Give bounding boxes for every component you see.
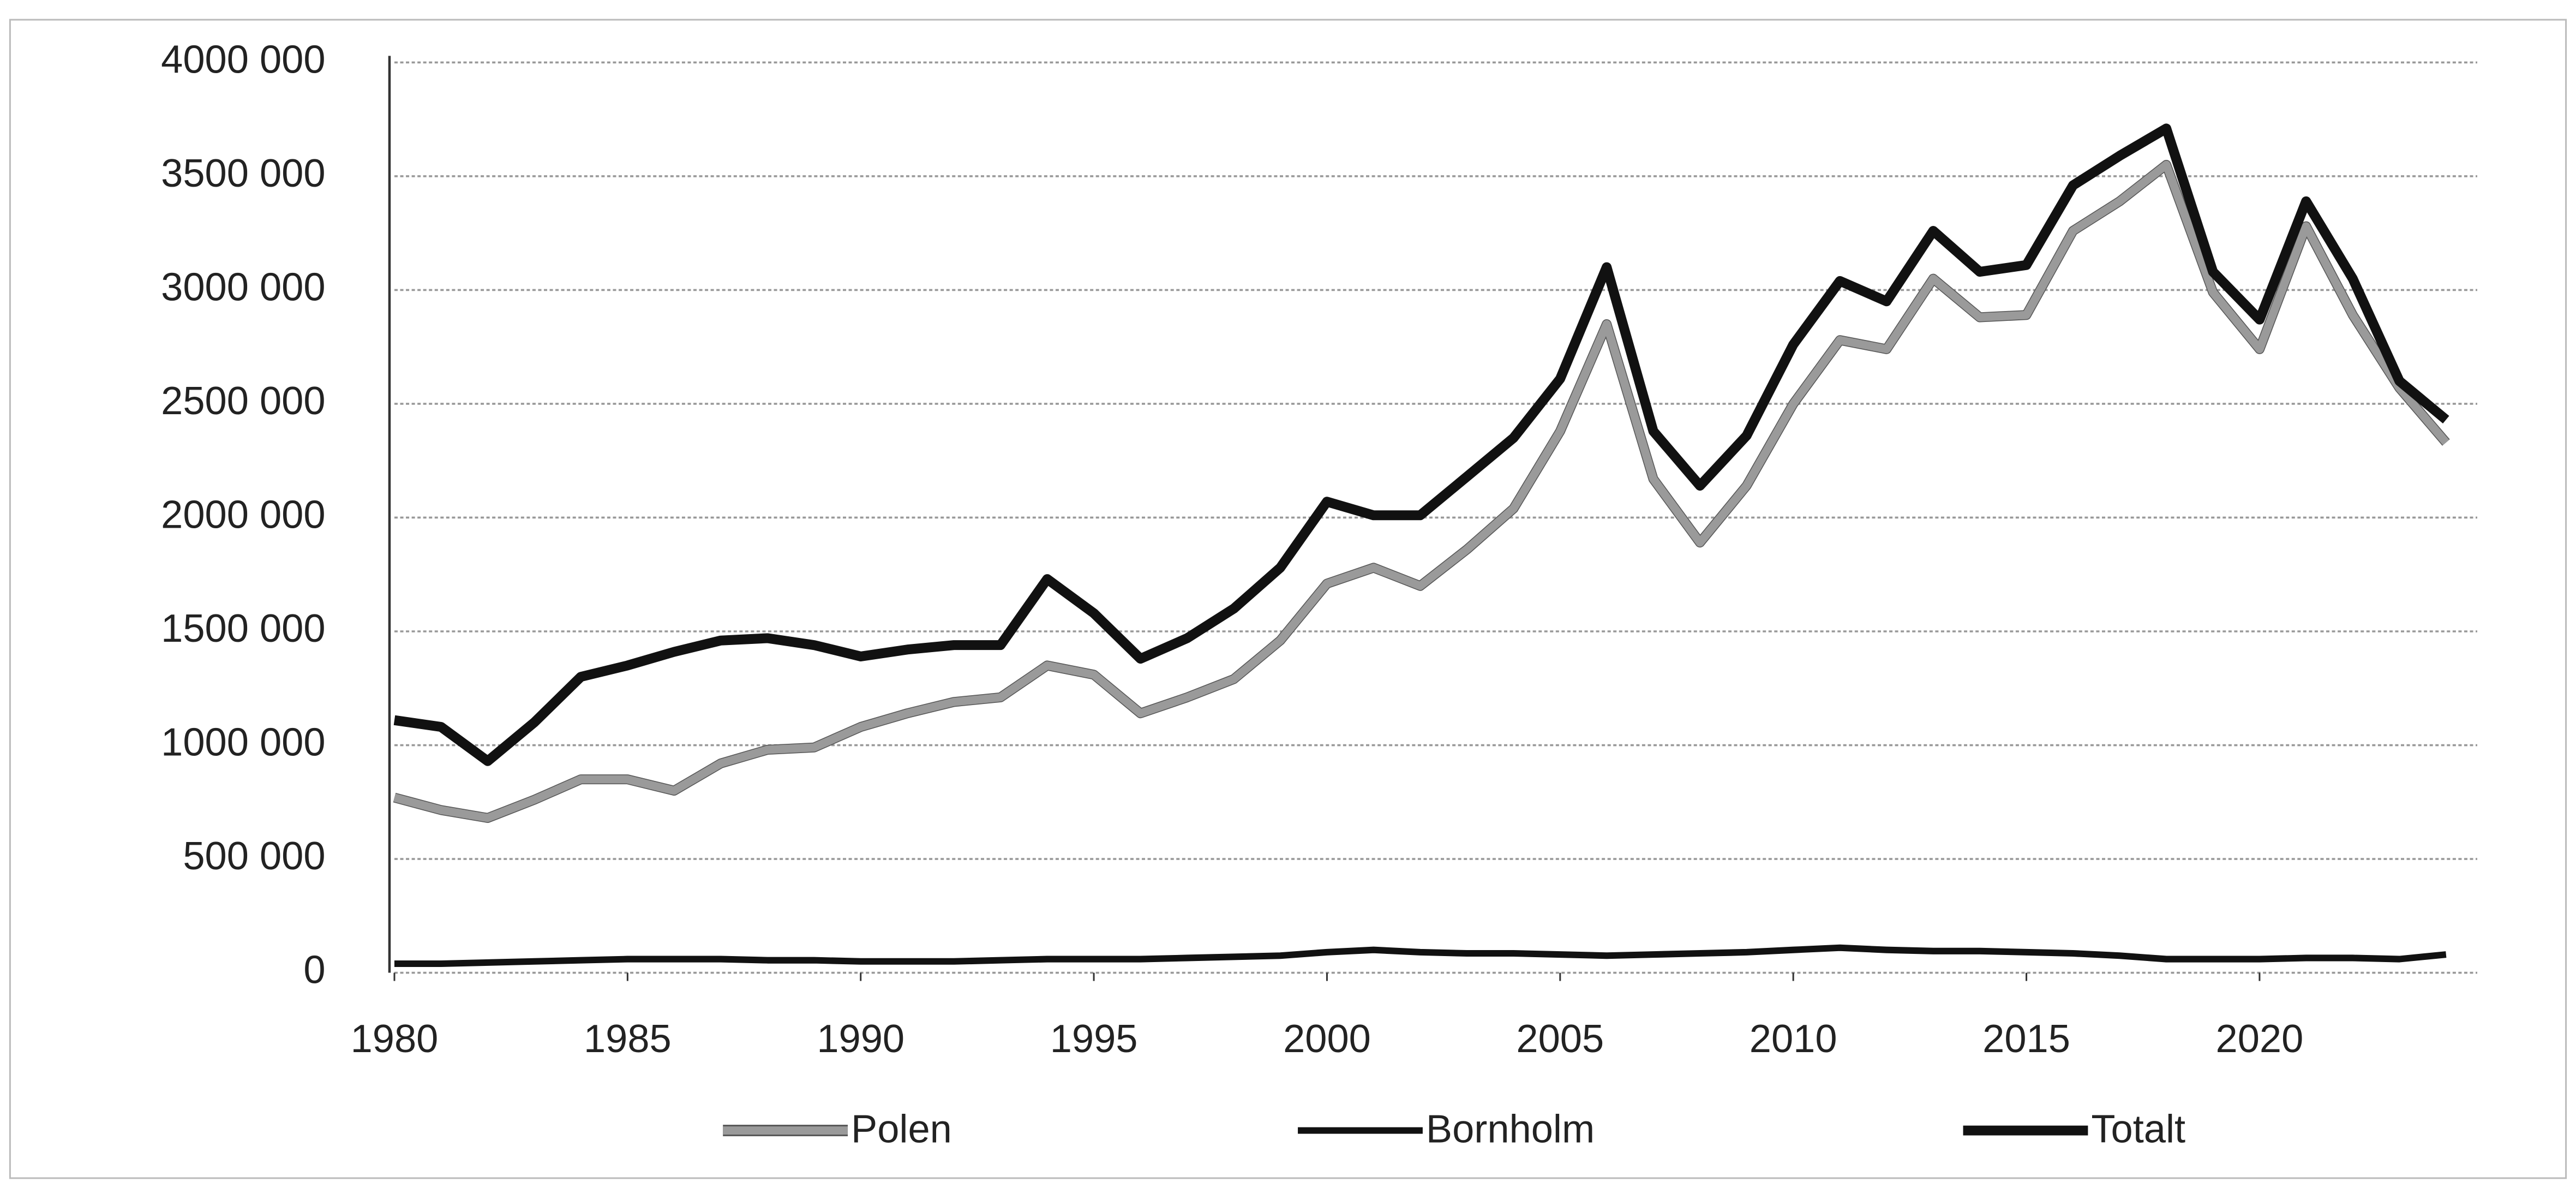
y-tick-label: 3500 000 (161, 152, 325, 195)
x-tick-label: 2010 (1750, 1017, 1837, 1061)
x-tick-label: 1980 (351, 1017, 439, 1061)
y-tick-label: 4000 000 (161, 38, 325, 82)
y-tick-label: 1500 000 (161, 607, 325, 650)
y-tick-label: 2500 000 (161, 379, 325, 423)
y-tick-label: 2000 000 (161, 493, 325, 537)
legend-label: Polen (851, 1108, 952, 1151)
x-tick-label: 2000 (1283, 1017, 1371, 1061)
x-tick-label: 1990 (817, 1017, 904, 1061)
y-tick-label: 0 (303, 948, 325, 992)
x-tick-label: 1985 (584, 1017, 672, 1061)
x-tick-label: 2020 (2216, 1017, 2304, 1061)
x-tick-label: 1995 (1050, 1017, 1138, 1061)
y-tick-label: 1000 000 (161, 721, 325, 765)
y-tick-label: 500 000 (183, 834, 325, 878)
frame (9, 19, 2567, 1179)
legend-label: Bornholm (1426, 1108, 1595, 1151)
x-tick-label: 2005 (1516, 1017, 1604, 1061)
y-tick-label: 3000 000 (161, 266, 325, 309)
series-line (393, 123, 2449, 766)
series-line (393, 160, 2449, 822)
x-tick-label: 2015 (1982, 1017, 2070, 1061)
series-line (394, 944, 2447, 968)
legend-label: Totalt (2091, 1108, 2185, 1151)
